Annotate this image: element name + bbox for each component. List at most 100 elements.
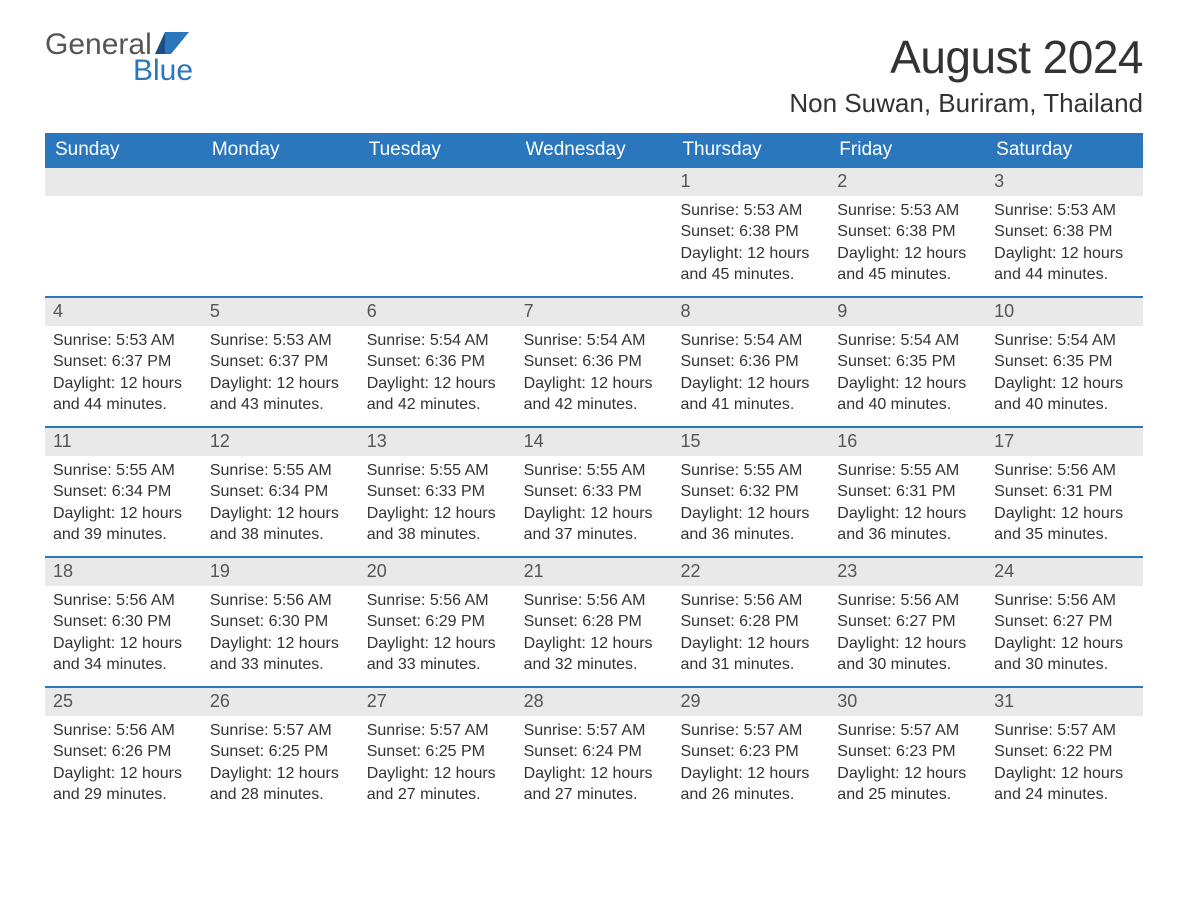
day-cell: 26Sunrise: 5:57 AMSunset: 6:25 PMDayligh…: [202, 688, 359, 816]
day-number: [202, 168, 359, 196]
day-cell: 2Sunrise: 5:53 AMSunset: 6:38 PMDaylight…: [829, 168, 986, 296]
day-number: 31: [986, 688, 1143, 716]
daylight-line: Daylight: 12 hours and 31 minutes.: [680, 633, 821, 676]
daylight-line: Daylight: 12 hours and 35 minutes.: [994, 503, 1135, 546]
day-number: 9: [829, 298, 986, 326]
daylight-line: Daylight: 12 hours and 45 minutes.: [837, 243, 978, 286]
sunset-line: Sunset: 6:29 PM: [367, 611, 508, 633]
day-body: Sunrise: 5:54 AMSunset: 6:36 PMDaylight:…: [359, 326, 516, 424]
day-body: Sunrise: 5:56 AMSunset: 6:30 PMDaylight:…: [202, 586, 359, 684]
sunrise-line: Sunrise: 5:57 AM: [210, 720, 351, 742]
sunrise-line: Sunrise: 5:53 AM: [680, 200, 821, 222]
sunrise-line: Sunrise: 5:56 AM: [680, 590, 821, 612]
day-cell: 29Sunrise: 5:57 AMSunset: 6:23 PMDayligh…: [672, 688, 829, 816]
day-body: Sunrise: 5:53 AMSunset: 6:38 PMDaylight:…: [672, 196, 829, 294]
sunrise-line: Sunrise: 5:53 AM: [837, 200, 978, 222]
day-body: Sunrise: 5:56 AMSunset: 6:27 PMDaylight:…: [829, 586, 986, 684]
daylight-line: Daylight: 12 hours and 39 minutes.: [53, 503, 194, 546]
title-block: August 2024 Non Suwan, Buriram, Thailand: [789, 30, 1143, 119]
sunrise-line: Sunrise: 5:55 AM: [210, 460, 351, 482]
day-number: 24: [986, 558, 1143, 586]
day-cell: 19Sunrise: 5:56 AMSunset: 6:30 PMDayligh…: [202, 558, 359, 686]
sunrise-line: Sunrise: 5:55 AM: [367, 460, 508, 482]
day-cell: 11Sunrise: 5:55 AMSunset: 6:34 PMDayligh…: [45, 428, 202, 556]
day-cell: 24Sunrise: 5:56 AMSunset: 6:27 PMDayligh…: [986, 558, 1143, 686]
sunset-line: Sunset: 6:33 PM: [524, 481, 665, 503]
sunrise-line: Sunrise: 5:55 AM: [837, 460, 978, 482]
day-number: 25: [45, 688, 202, 716]
sunrise-line: Sunrise: 5:55 AM: [524, 460, 665, 482]
weekday-header: Saturday: [986, 133, 1143, 168]
sunrise-line: Sunrise: 5:56 AM: [53, 590, 194, 612]
daylight-line: Daylight: 12 hours and 41 minutes.: [680, 373, 821, 416]
daylight-line: Daylight: 12 hours and 34 minutes.: [53, 633, 194, 676]
sunrise-line: Sunrise: 5:56 AM: [994, 590, 1135, 612]
day-number: 21: [516, 558, 673, 586]
daylight-line: Daylight: 12 hours and 38 minutes.: [367, 503, 508, 546]
day-body: Sunrise: 5:57 AMSunset: 6:24 PMDaylight:…: [516, 716, 673, 814]
sunset-line: Sunset: 6:28 PM: [524, 611, 665, 633]
sunset-line: Sunset: 6:38 PM: [680, 221, 821, 243]
sunset-line: Sunset: 6:30 PM: [210, 611, 351, 633]
daylight-line: Daylight: 12 hours and 44 minutes.: [53, 373, 194, 416]
sunset-line: Sunset: 6:33 PM: [367, 481, 508, 503]
day-number: 20: [359, 558, 516, 586]
day-body: Sunrise: 5:55 AMSunset: 6:33 PMDaylight:…: [516, 456, 673, 554]
day-number: [516, 168, 673, 196]
weekday-header-row: SundayMondayTuesdayWednesdayThursdayFrid…: [45, 133, 1143, 168]
sunrise-line: Sunrise: 5:57 AM: [994, 720, 1135, 742]
day-body: Sunrise: 5:55 AMSunset: 6:34 PMDaylight:…: [45, 456, 202, 554]
day-body: Sunrise: 5:55 AMSunset: 6:31 PMDaylight:…: [829, 456, 986, 554]
sunset-line: Sunset: 6:30 PM: [53, 611, 194, 633]
day-number: 17: [986, 428, 1143, 456]
day-cell: 6Sunrise: 5:54 AMSunset: 6:36 PMDaylight…: [359, 298, 516, 426]
day-number: 10: [986, 298, 1143, 326]
sunset-line: Sunset: 6:31 PM: [994, 481, 1135, 503]
day-body: Sunrise: 5:53 AMSunset: 6:38 PMDaylight:…: [986, 196, 1143, 294]
sunrise-line: Sunrise: 5:56 AM: [837, 590, 978, 612]
daylight-line: Daylight: 12 hours and 25 minutes.: [837, 763, 978, 806]
location-subtitle: Non Suwan, Buriram, Thailand: [789, 88, 1143, 119]
day-body: Sunrise: 5:55 AMSunset: 6:32 PMDaylight:…: [672, 456, 829, 554]
day-cell: 30Sunrise: 5:57 AMSunset: 6:23 PMDayligh…: [829, 688, 986, 816]
day-body: Sunrise: 5:53 AMSunset: 6:37 PMDaylight:…: [45, 326, 202, 424]
weekday-header: Tuesday: [359, 133, 516, 168]
sunrise-line: Sunrise: 5:55 AM: [53, 460, 194, 482]
daylight-line: Daylight: 12 hours and 40 minutes.: [994, 373, 1135, 416]
day-cell: 1Sunrise: 5:53 AMSunset: 6:38 PMDaylight…: [672, 168, 829, 296]
day-body: Sunrise: 5:54 AMSunset: 6:35 PMDaylight:…: [986, 326, 1143, 424]
day-number: 5: [202, 298, 359, 326]
day-number: 13: [359, 428, 516, 456]
day-number: 8: [672, 298, 829, 326]
sunrise-line: Sunrise: 5:56 AM: [367, 590, 508, 612]
sunset-line: Sunset: 6:37 PM: [53, 351, 194, 373]
day-body: Sunrise: 5:57 AMSunset: 6:25 PMDaylight:…: [202, 716, 359, 814]
week-row: 4Sunrise: 5:53 AMSunset: 6:37 PMDaylight…: [45, 296, 1143, 426]
daylight-line: Daylight: 12 hours and 32 minutes.: [524, 633, 665, 676]
daylight-line: Daylight: 12 hours and 29 minutes.: [53, 763, 194, 806]
daylight-line: Daylight: 12 hours and 28 minutes.: [210, 763, 351, 806]
sunrise-line: Sunrise: 5:56 AM: [53, 720, 194, 742]
sunrise-line: Sunrise: 5:56 AM: [210, 590, 351, 612]
sunset-line: Sunset: 6:25 PM: [210, 741, 351, 763]
daylight-line: Daylight: 12 hours and 36 minutes.: [680, 503, 821, 546]
day-number: 29: [672, 688, 829, 716]
daylight-line: Daylight: 12 hours and 33 minutes.: [367, 633, 508, 676]
day-number: [359, 168, 516, 196]
day-cell: 16Sunrise: 5:55 AMSunset: 6:31 PMDayligh…: [829, 428, 986, 556]
sunrise-line: Sunrise: 5:53 AM: [994, 200, 1135, 222]
sunrise-line: Sunrise: 5:53 AM: [53, 330, 194, 352]
day-body: Sunrise: 5:56 AMSunset: 6:30 PMDaylight:…: [45, 586, 202, 684]
sunset-line: Sunset: 6:37 PM: [210, 351, 351, 373]
daylight-line: Daylight: 12 hours and 24 minutes.: [994, 763, 1135, 806]
day-body: Sunrise: 5:57 AMSunset: 6:22 PMDaylight:…: [986, 716, 1143, 814]
day-cell: 14Sunrise: 5:55 AMSunset: 6:33 PMDayligh…: [516, 428, 673, 556]
day-number: 19: [202, 558, 359, 586]
day-cell: 5Sunrise: 5:53 AMSunset: 6:37 PMDaylight…: [202, 298, 359, 426]
header-bar: General Blue August 2024 Non Suwan, Buri…: [45, 30, 1143, 119]
sunset-line: Sunset: 6:36 PM: [680, 351, 821, 373]
daylight-line: Daylight: 12 hours and 43 minutes.: [210, 373, 351, 416]
day-body: Sunrise: 5:53 AMSunset: 6:38 PMDaylight:…: [829, 196, 986, 294]
sunset-line: Sunset: 6:38 PM: [994, 221, 1135, 243]
day-number: 6: [359, 298, 516, 326]
